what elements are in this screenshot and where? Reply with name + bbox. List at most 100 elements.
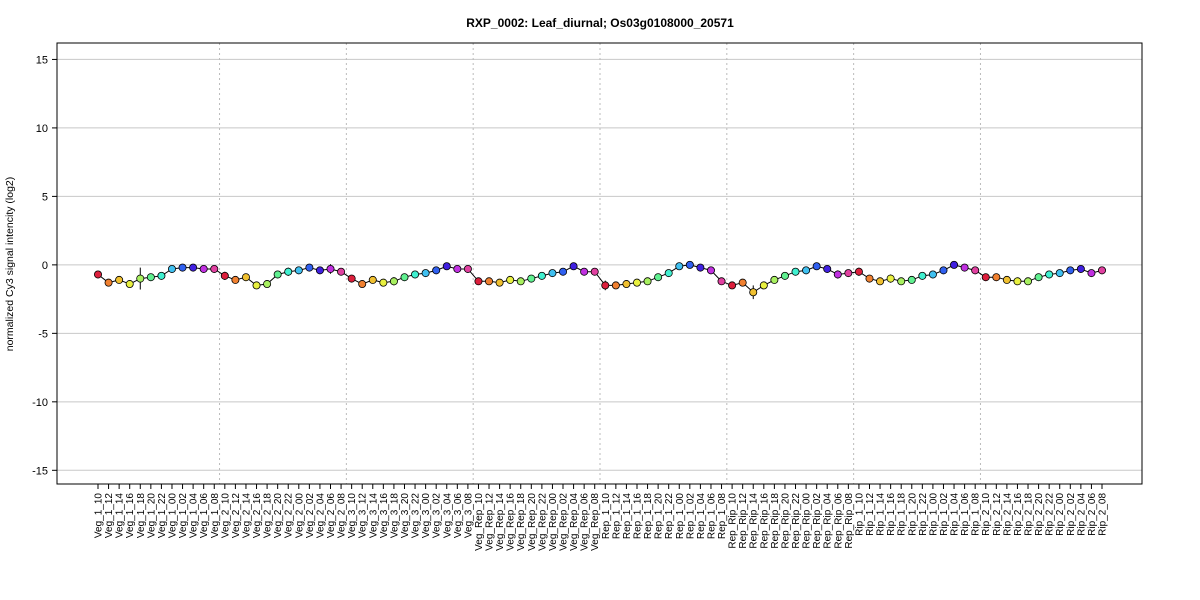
x-tick-label: Veg_2_12: [231, 493, 242, 538]
x-tick-label: Rip_2_20: [1034, 493, 1045, 536]
x-tick-label: Rep_1_16: [632, 493, 643, 540]
data-point: [263, 280, 272, 289]
x-tick-label: Veg_Rep_18: [516, 493, 527, 551]
data-point: [220, 271, 229, 280]
x-tick-label: Rip_1_06: [960, 493, 971, 536]
x-tick-label: Rip_2_22: [1045, 493, 1056, 536]
chart-title: RXP_0002: Leaf_diurnal; Os03g0108000_205…: [466, 16, 734, 30]
data-point: [167, 264, 176, 273]
x-tick-label: Veg_1_14: [115, 493, 126, 538]
x-tick-label: Veg_Rep_14: [495, 493, 506, 551]
data-point: [273, 270, 282, 279]
x-tick-label: Veg_2_22: [284, 493, 295, 538]
y-tick-label: 15: [36, 54, 48, 66]
data-point: [463, 264, 472, 273]
x-tick-label: Veg_2_14: [241, 493, 252, 538]
data-point: [537, 271, 546, 280]
x-tick-label: Veg_2_16: [252, 493, 263, 538]
data-point: [569, 262, 578, 271]
data-point: [939, 266, 948, 275]
data-point: [812, 262, 821, 271]
data-point: [474, 277, 483, 286]
data-point: [1002, 275, 1011, 284]
x-tick-label: Rep_1_08: [717, 493, 728, 540]
x-tick-label: Veg_1_00: [167, 493, 178, 538]
x-tick-label: Veg_3_12: [358, 493, 369, 538]
data-point: [907, 275, 916, 284]
data-point: [611, 281, 620, 290]
data-point: [1066, 266, 1075, 275]
data-point: [759, 281, 768, 290]
x-tick-label: Rep_Rip_08: [844, 493, 855, 549]
data-point: [780, 271, 789, 280]
data-point: [231, 275, 240, 284]
x-tick-label: Rep_Rip_22: [791, 493, 802, 549]
data-point: [284, 267, 293, 276]
x-tick-label: Veg_1_10: [94, 493, 105, 538]
x-tick-label: Veg_3_08: [463, 493, 474, 538]
x-tick-label: Rip_2_06: [1087, 493, 1098, 536]
data-point: [685, 260, 694, 269]
data-point: [347, 274, 356, 283]
x-tick-label: Veg_Rep_16: [506, 493, 517, 551]
data-point: [802, 266, 811, 275]
data-point: [738, 278, 747, 287]
data-point: [1034, 273, 1043, 282]
x-tick-label: Rip_1_02: [939, 493, 950, 536]
x-tick-label: Rep_Rip_04: [823, 493, 834, 549]
data-point: [664, 269, 673, 278]
x-tick-label: Rep_1_14: [622, 493, 633, 540]
x-tick-label: Veg_3_16: [379, 493, 390, 538]
x-tick-label: Rep_1_12: [611, 493, 622, 540]
y-axis-label: normalized Cy3 signal intencity (log2): [4, 177, 16, 352]
x-tick-label: Rep_1_22: [664, 493, 675, 540]
data-point: [358, 280, 367, 289]
data-point: [601, 281, 610, 290]
data-point: [379, 278, 388, 287]
data-point: [950, 260, 959, 269]
x-tick-label: Veg_Rep_06: [580, 493, 591, 551]
data-point: [770, 275, 779, 284]
data-point: [104, 278, 113, 287]
x-tick-label: Rep_Rip_00: [802, 493, 813, 549]
y-tick-label: -5: [38, 328, 48, 340]
x-tick-label: Rip_2_16: [1013, 493, 1024, 536]
x-tick-label: Rip_1_14: [876, 493, 887, 536]
data-point: [485, 277, 494, 286]
x-tick-label: Rep_1_04: [696, 493, 707, 540]
x-tick-label: Veg_1_04: [189, 493, 200, 538]
x-tick-label: Veg_3_06: [453, 493, 464, 538]
data-point: [189, 263, 198, 272]
data-point: [717, 277, 726, 286]
data-point: [210, 264, 219, 273]
data-point: [1045, 270, 1054, 279]
x-tick-label: Veg_Rep_22: [537, 493, 548, 551]
x-tick-label: Rip_2_14: [1002, 493, 1013, 536]
data-point: [400, 273, 409, 282]
x-tick-label: Veg_3_04: [442, 493, 453, 538]
plot-frame: [56, 42, 1143, 485]
x-tick-label: Veg_2_08: [337, 493, 348, 538]
data-point: [749, 288, 758, 297]
x-tick-label: Veg_1_06: [199, 493, 210, 538]
x-tick-label: Rep_1_02: [685, 493, 696, 540]
data-point: [886, 274, 895, 283]
data-point: [241, 273, 250, 282]
x-tick-label: Veg_3_14: [368, 493, 379, 538]
data-point: [305, 263, 314, 272]
x-tick-label: Rep_1_20: [654, 493, 665, 540]
x-tick-label: Rip_1_08: [971, 493, 982, 536]
data-point: [654, 273, 663, 282]
data-point: [421, 269, 430, 278]
x-tick-label: Veg_Rep_10: [474, 493, 485, 551]
data-point: [580, 267, 589, 276]
data-point: [337, 267, 346, 276]
data-point: [315, 266, 324, 275]
data-point: [527, 274, 536, 283]
x-tick-label: Rep_1_18: [643, 493, 654, 540]
data-point: [928, 270, 937, 279]
data-point: [706, 266, 715, 275]
x-tick-label: Veg_Rep_08: [590, 493, 601, 551]
data-point: [516, 277, 525, 286]
